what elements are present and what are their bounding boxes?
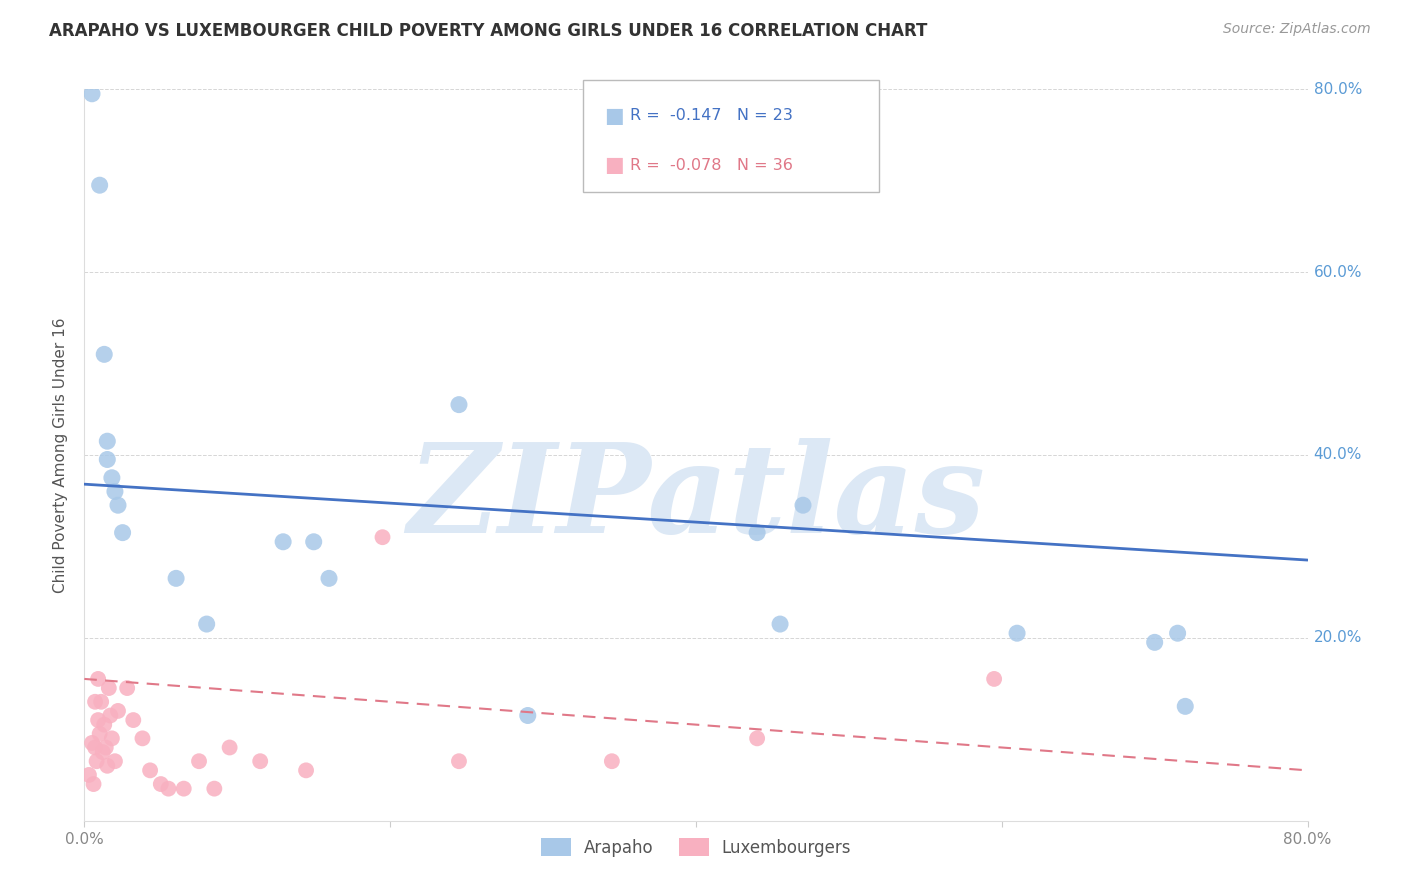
Point bbox=[111, 525, 134, 540]
Point bbox=[104, 754, 127, 768]
Point bbox=[600, 754, 623, 768]
Point bbox=[87, 713, 110, 727]
Point bbox=[101, 731, 124, 746]
Point bbox=[157, 781, 180, 796]
Text: R =  -0.078   N = 36: R = -0.078 N = 36 bbox=[630, 158, 793, 172]
Point bbox=[98, 708, 121, 723]
Point bbox=[139, 764, 162, 778]
Point bbox=[89, 727, 111, 741]
Point bbox=[1174, 699, 1197, 714]
Point bbox=[1167, 626, 1189, 640]
Point bbox=[149, 777, 172, 791]
Point bbox=[107, 498, 129, 512]
Point bbox=[89, 178, 111, 193]
Point bbox=[84, 695, 107, 709]
Point bbox=[96, 452, 118, 467]
Point bbox=[747, 731, 769, 746]
Point bbox=[83, 777, 105, 791]
Point bbox=[84, 740, 107, 755]
Point bbox=[107, 704, 129, 718]
Point bbox=[93, 717, 115, 731]
Point bbox=[97, 681, 120, 695]
Point bbox=[87, 672, 110, 686]
Point bbox=[93, 347, 115, 361]
Point bbox=[195, 617, 218, 632]
Point bbox=[983, 672, 1005, 686]
Text: ■: ■ bbox=[605, 106, 624, 126]
Point bbox=[1143, 635, 1166, 649]
Text: 20.0%: 20.0% bbox=[1313, 631, 1362, 645]
Point bbox=[747, 525, 769, 540]
Text: ZIPatlas: ZIPatlas bbox=[406, 438, 986, 559]
Point bbox=[173, 781, 195, 796]
Point bbox=[516, 708, 538, 723]
Point bbox=[249, 754, 271, 768]
Point bbox=[202, 781, 225, 796]
Point bbox=[80, 87, 103, 101]
Point bbox=[165, 571, 187, 585]
Legend: Arapaho, Luxembourgers: Arapaho, Luxembourgers bbox=[534, 831, 858, 863]
Point bbox=[115, 681, 138, 695]
Point bbox=[792, 498, 814, 512]
Point bbox=[104, 484, 127, 499]
Text: 80.0%: 80.0% bbox=[1313, 82, 1362, 96]
Point bbox=[77, 768, 100, 782]
Point bbox=[302, 534, 325, 549]
Point bbox=[131, 731, 153, 746]
Point bbox=[271, 534, 294, 549]
Point bbox=[96, 758, 118, 772]
Point bbox=[295, 764, 318, 778]
Point bbox=[90, 695, 112, 709]
Point bbox=[96, 434, 118, 449]
Point bbox=[86, 754, 108, 768]
Text: 40.0%: 40.0% bbox=[1313, 448, 1362, 462]
Point bbox=[91, 745, 114, 759]
Text: Source: ZipAtlas.com: Source: ZipAtlas.com bbox=[1223, 22, 1371, 37]
Text: ARAPAHO VS LUXEMBOURGER CHILD POVERTY AMONG GIRLS UNDER 16 CORRELATION CHART: ARAPAHO VS LUXEMBOURGER CHILD POVERTY AM… bbox=[49, 22, 928, 40]
Text: ■: ■ bbox=[605, 155, 624, 175]
Point bbox=[188, 754, 211, 768]
Point bbox=[371, 530, 394, 544]
Point bbox=[218, 740, 240, 755]
Text: 60.0%: 60.0% bbox=[1313, 265, 1362, 279]
Point bbox=[80, 736, 103, 750]
Point bbox=[122, 713, 145, 727]
Point bbox=[318, 571, 340, 585]
Point bbox=[101, 471, 124, 485]
Y-axis label: Child Poverty Among Girls Under 16: Child Poverty Among Girls Under 16 bbox=[53, 318, 69, 592]
Point bbox=[769, 617, 792, 632]
Point bbox=[447, 398, 470, 412]
Point bbox=[94, 740, 117, 755]
Point bbox=[1005, 626, 1028, 640]
Point bbox=[447, 754, 470, 768]
Text: R =  -0.147   N = 23: R = -0.147 N = 23 bbox=[630, 109, 793, 123]
